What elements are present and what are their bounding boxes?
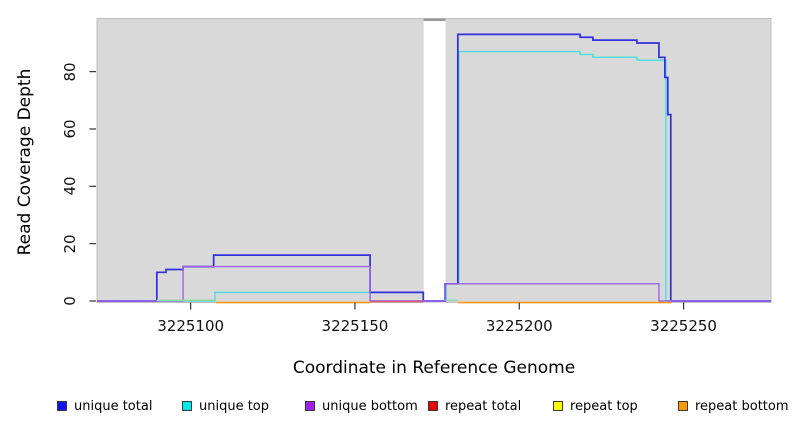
legend-item-unique-top: unique top — [182, 398, 269, 414]
legend-item-unique-bottom: unique bottom — [305, 398, 418, 414]
x-tick-label: 3225150 — [321, 317, 389, 335]
masked-region-top-bar — [423, 18, 446, 21]
legend-item-repeat-top: repeat top — [553, 398, 638, 414]
y-tick-label: 20 — [61, 234, 79, 254]
legend-item-unique-total: unique total — [57, 398, 152, 414]
x-tick-label: 3225100 — [157, 317, 225, 335]
legend-label: unique top — [199, 398, 270, 414]
legend-swatch-icon — [678, 401, 688, 411]
legend-swatch-icon — [305, 401, 315, 411]
legend-item-repeat-bottom: repeat bottom — [678, 398, 789, 414]
legend-swatch-icon — [553, 401, 563, 411]
y-tick-label: 40 — [61, 176, 79, 196]
legend-swatch-icon — [182, 401, 192, 411]
x-axis-title: Coordinate in Reference Genome — [292, 358, 576, 378]
x-tick-label: 3225200 — [485, 317, 553, 335]
legend-label: unique bottom — [322, 398, 418, 414]
y-tick-label: 0 — [61, 296, 79, 306]
y-axis-title: Read Coverage Depth — [15, 68, 35, 256]
legend-label: repeat top — [570, 398, 638, 414]
legend-label: repeat total — [445, 398, 522, 414]
coverage-line-unique-top — [97, 50, 771, 302]
legend-item-repeat-total: repeat total — [428, 398, 521, 414]
legend-label: unique total — [74, 398, 153, 414]
legend-label: repeat bottom — [695, 398, 789, 414]
legend-swatch-icon — [428, 401, 438, 411]
masked-region — [423, 20, 446, 303]
legend-swatch-icon — [57, 401, 67, 411]
y-tick-label: 60 — [61, 119, 79, 139]
x-tick-label: 3225250 — [650, 317, 717, 335]
y-tick-label: 80 — [61, 62, 79, 82]
